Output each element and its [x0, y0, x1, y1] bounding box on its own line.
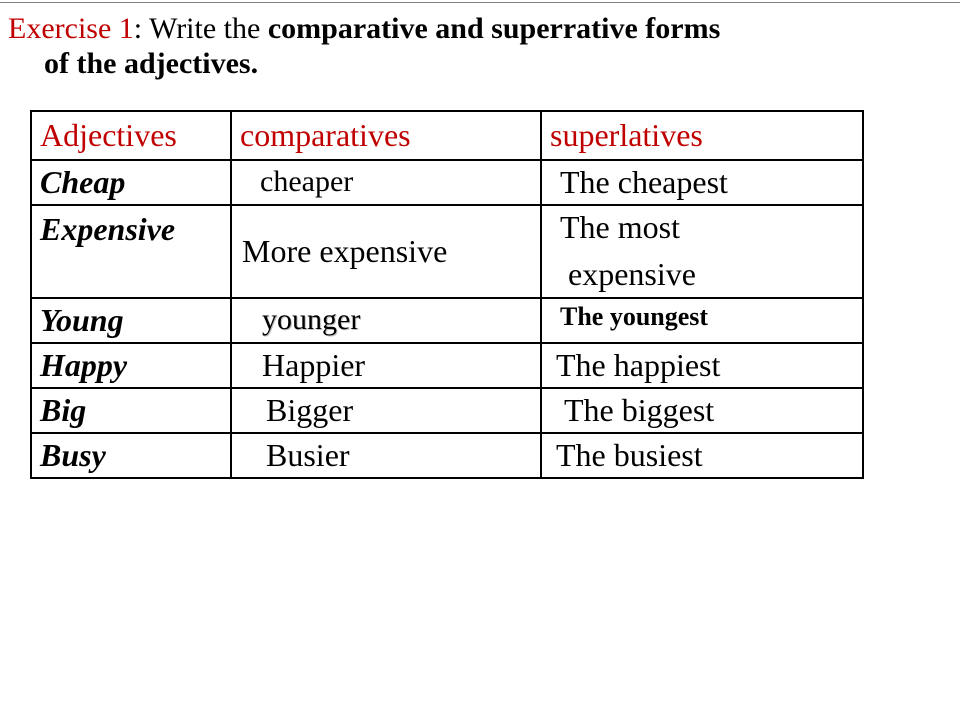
adjective-cell: Busy [31, 433, 231, 478]
superlative-cell: The busiest [541, 433, 863, 478]
superlative-cell: The cheapest [541, 160, 863, 205]
exercise-label: Exercise 1 [8, 12, 134, 45]
table-row: Cheap cheaper The cheapest [31, 160, 863, 205]
instruction-bold: comparative and superrative forms [268, 12, 720, 45]
adjective-cell: Expensive [31, 205, 231, 297]
comparative-cell: More expensive [231, 205, 541, 297]
comparative-cell: younger [231, 298, 541, 343]
superlative-line1: The most [560, 209, 680, 245]
table-row: Expensive More expensive The most expens… [31, 205, 863, 297]
comparative-cell: Bigger [231, 388, 541, 433]
adjectives-table: Adjectives comparatives superlatives Che… [30, 110, 864, 480]
superlative-cell: The youngest [541, 298, 863, 343]
exercise-instruction: Exercise 1: Write the comparative and su… [0, 11, 960, 82]
table-header-row: Adjectives comparatives superlatives [31, 111, 863, 160]
comparative-cell: cheaper [231, 160, 541, 205]
exercise-slide: Exercise 1: Write the comparative and su… [0, 0, 960, 720]
instruction-part2: of the adjectives. [8, 46, 258, 81]
comparative-cell: Busier [231, 433, 541, 478]
adjective-cell: Young [31, 298, 231, 343]
adjective-cell: Big [31, 388, 231, 433]
superlative-cell: The happiest [541, 343, 863, 388]
superlative-line2: expensive [560, 257, 696, 292]
header-comparatives: comparatives [231, 111, 541, 160]
superlative-cell: The biggest [541, 388, 863, 433]
table-row: Big Bigger The biggest [31, 388, 863, 433]
table-row: Happy Happier The happiest [31, 343, 863, 388]
instruction-part1: : Write the [134, 12, 268, 45]
table-row: Young younger The youngest [31, 298, 863, 343]
superlative-cell: The most expensive [541, 205, 863, 297]
table-row: Busy Busier The busiest [31, 433, 863, 478]
header-adjectives: Adjectives [31, 111, 231, 160]
adjective-cell: Cheap [31, 160, 231, 205]
top-rule [0, 2, 960, 3]
header-superlatives: superlatives [541, 111, 863, 160]
adjective-cell: Happy [31, 343, 231, 388]
comparative-cell: Happier [231, 343, 541, 388]
